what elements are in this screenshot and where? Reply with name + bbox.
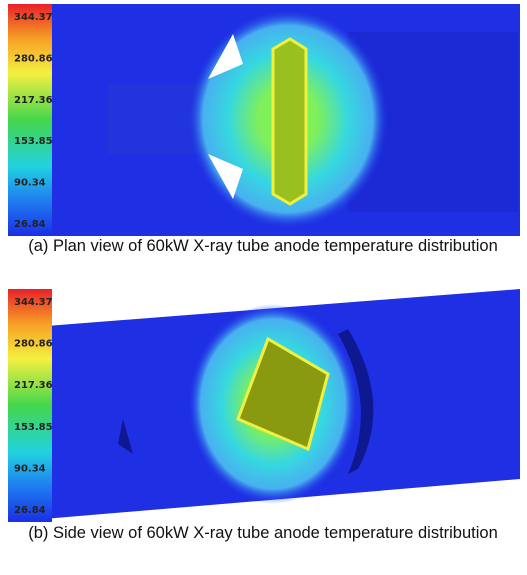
- side-view-image: 344.37 280.86 217.36 153.85 90.34 26.84: [8, 289, 520, 522]
- scale-label: 90.34: [14, 178, 46, 189]
- scale-label: 280.86: [14, 53, 53, 64]
- scale-label: 344.37: [14, 12, 53, 23]
- scale-label: 217.36: [14, 380, 53, 391]
- scale-label: 153.85: [14, 422, 53, 433]
- scale-label: 26.84: [14, 219, 46, 230]
- plan-view-image: 344.37 280.86 217.36 153.85 90.34 26.84: [8, 4, 520, 236]
- scale-label: 217.36: [14, 95, 53, 106]
- scale-label: 280.86: [14, 339, 53, 350]
- scale-label: 26.84: [14, 505, 46, 516]
- scale-label: 153.85: [14, 136, 53, 147]
- caption: (a) Plan view of 60kW X-ray tube anode t…: [28, 237, 498, 255]
- caption: (b) Side view of 60kW X-ray tube anode t…: [28, 524, 498, 542]
- scale-label: 90.34: [14, 463, 46, 474]
- scale-label: 344.37: [14, 297, 53, 308]
